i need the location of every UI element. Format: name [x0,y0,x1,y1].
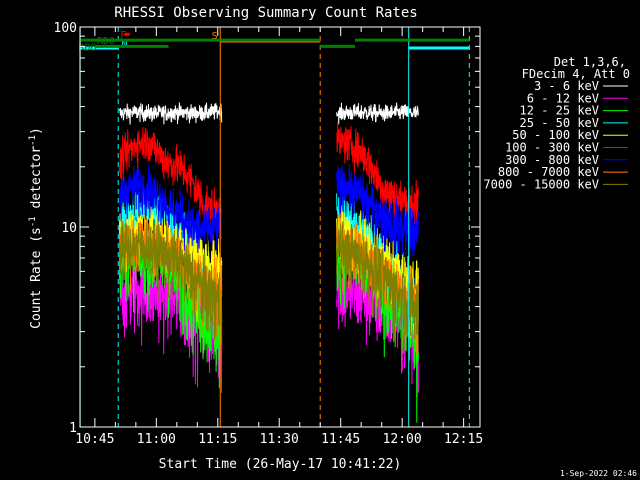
series-7 [119,162,419,262]
legend-header-line-1: Det 1,3,6, [554,55,626,69]
legend-entry-label-7: 300 - 800 keV [505,153,599,167]
series-6-segment-2 [336,121,419,242]
legend-entry-label-3: 12 - 25 keV [520,104,599,118]
flag-rd6: RD6 [78,42,356,53]
series-7-segment-2 [336,162,419,262]
x-axis-label: Start Time (26-May-17 10:41:22) [159,457,402,472]
series-9 [119,219,419,363]
series-1-segment-1 [119,102,223,125]
flag-f-label: F [120,30,126,41]
x-tick-label-4: 11:30 [260,432,299,447]
flag-f: F [120,30,130,41]
x-tick-label-6: 12:00 [383,432,422,447]
series-6 [119,121,419,242]
flag-rdo-label: RDO [97,36,115,47]
footer-timestamp: 1-Sep-2022 02:46 [560,469,637,478]
legend-entry-label-8: 800 - 7000 keV [498,165,599,179]
legend-header-line-2: FDecim 4, Att 0 [522,67,630,81]
legend-entry-label-5: 50 - 100 keV [512,128,599,142]
series-7-segment-1 [119,165,223,260]
y-tick-label-2: 10 [61,221,77,236]
series-9-segment-2 [336,221,419,363]
flag-rdo: RDO [80,36,470,47]
x-tick-label-7: 12:15 [444,432,483,447]
x-axis: 10:45 11:00 11:15 11:30 11:45 12:00 12:15 [75,27,483,447]
legend-entry-label-6: 100 - 300 keV [505,141,599,155]
legend-entry-label-1: 3 - 6 keV [534,79,599,93]
legend-entry-label-4: 25 - 50 keV [520,116,599,130]
legend-entry-label-2: 6 - 12 keV [527,91,599,105]
chart-title: RHESSI Observing Summary Count Rates [114,5,417,21]
x-tick-label-3: 11:15 [198,432,237,447]
y-axis: 1 10 100 [54,21,480,436]
y-tick-label-1: 1 [69,421,77,436]
series-1 [119,102,419,125]
y-tick-label-3: 100 [54,21,77,36]
flag-s-label: S [212,31,218,42]
legend-entry-label-9: 7000 - 15000 keV [483,177,599,191]
series-9-segment-1 [119,219,223,345]
series-1-segment-2 [336,102,419,125]
series-6-segment-1 [119,127,223,240]
x-tick-label-5: 11:45 [321,432,360,447]
x-tick-label-1: 10:45 [75,432,114,447]
flag-n-label: N [122,39,128,50]
x-tick-label-2: 11:00 [137,432,176,447]
flag-n: N [80,39,470,50]
flag-rd6-label: RD6 [78,42,96,53]
y-axis-label: Count Rate (s-1 detector-1) [28,127,44,329]
